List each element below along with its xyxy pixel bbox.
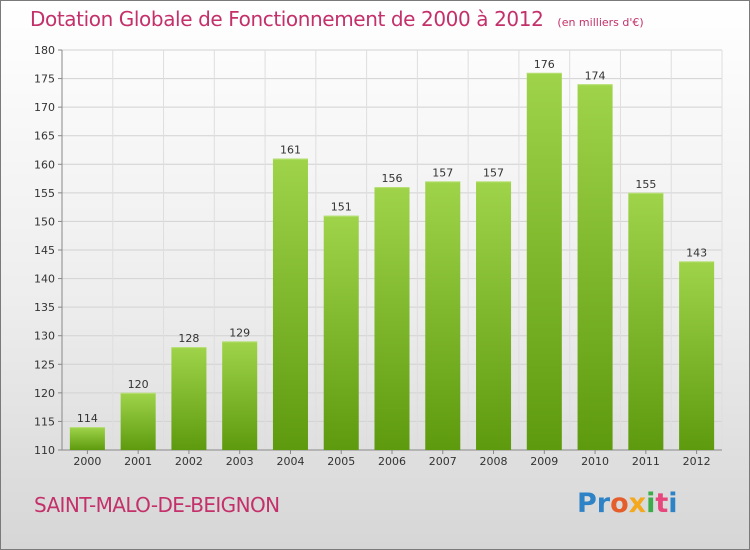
x-tick-label: 2006 [378,455,406,468]
chart-title-text: Dotation Globale de Fonctionnement de 20… [30,7,544,31]
y-tick-label: 135 [34,301,55,314]
bar [526,72,562,450]
x-tick-labels: 2000 2001 2002 2003 2004 2005 2006 2007 2008 2009… [73,455,710,468]
bar [69,427,105,450]
bar [171,347,207,450]
bar [272,158,308,451]
x-tick-label: 2011 [632,455,660,468]
x-tick-label: 2007 [429,455,457,468]
value-label: 155 [635,178,656,191]
value-labels: 114 120 128 129 161 151 156 157 157 176 174 155 143 [77,58,707,425]
chart-title: Dotation Globale de Fonctionnement de 20… [30,7,644,31]
logo-letter: x [628,488,647,519]
x-tick-label: 2000 [73,455,101,468]
x-tick-label: 2008 [480,455,508,468]
x-tick-label: 2001 [124,455,152,468]
value-label: 157 [432,166,453,179]
y-tick-label: 120 [34,387,55,400]
bar [679,261,715,450]
logo-letter: i [668,488,678,519]
y-tick-label: 180 [34,44,55,57]
value-label: 157 [483,166,504,179]
value-label: 161 [280,144,301,157]
bar [577,84,613,451]
commune-name: SAINT-MALO-DE-BEIGNON [34,493,280,517]
x-tick-label: 2012 [683,455,711,468]
y-tick-label: 175 [34,73,55,86]
logo-letter: o [610,488,629,519]
y-tick-label: 160 [34,158,55,171]
x-tick-label: 2002 [175,455,203,468]
x-tick-label: 2004 [276,455,304,468]
y-tick-label: 125 [34,358,55,371]
bar [425,181,461,450]
bar [374,187,410,450]
y-tick-label: 130 [34,330,55,343]
chart-unit-note: (en milliers d'€) [557,16,644,29]
y-tick-label: 165 [34,130,55,143]
value-label: 129 [229,326,250,339]
value-label: 156 [382,172,403,185]
value-label: 176 [534,58,555,71]
value-label: 128 [178,332,199,345]
y-tick-label: 110 [34,444,55,457]
value-label: 151 [331,201,352,214]
bar [120,392,156,450]
x-tick-label: 2009 [530,455,558,468]
x-tick-label: 2005 [327,455,355,468]
y-tick-labels: 110 115 120 125 130 135 140 145 150 155 160 165 170 1… [34,44,55,457]
x-tick-label: 2010 [581,455,609,468]
y-tick-label: 150 [34,215,55,228]
value-label: 114 [77,412,98,425]
y-tick-label: 155 [34,187,55,200]
y-tick-label: 115 [34,415,55,428]
x-tick-label: 2003 [226,455,254,468]
bar [476,181,512,450]
value-label: 143 [686,246,707,259]
logo-letter: t [655,488,669,519]
value-label: 120 [128,378,149,391]
bar [222,341,258,450]
bar [628,192,664,450]
logo-letter: Pr [577,488,611,519]
value-label: 174 [585,69,606,82]
bar [323,215,359,450]
bars [69,72,715,451]
logo-letter: i [646,488,656,519]
proxiti-logo: Proxiti [577,488,678,519]
y-tick-label: 145 [34,244,55,257]
y-tick-label: 140 [34,273,55,286]
y-tick-label: 170 [34,101,55,114]
